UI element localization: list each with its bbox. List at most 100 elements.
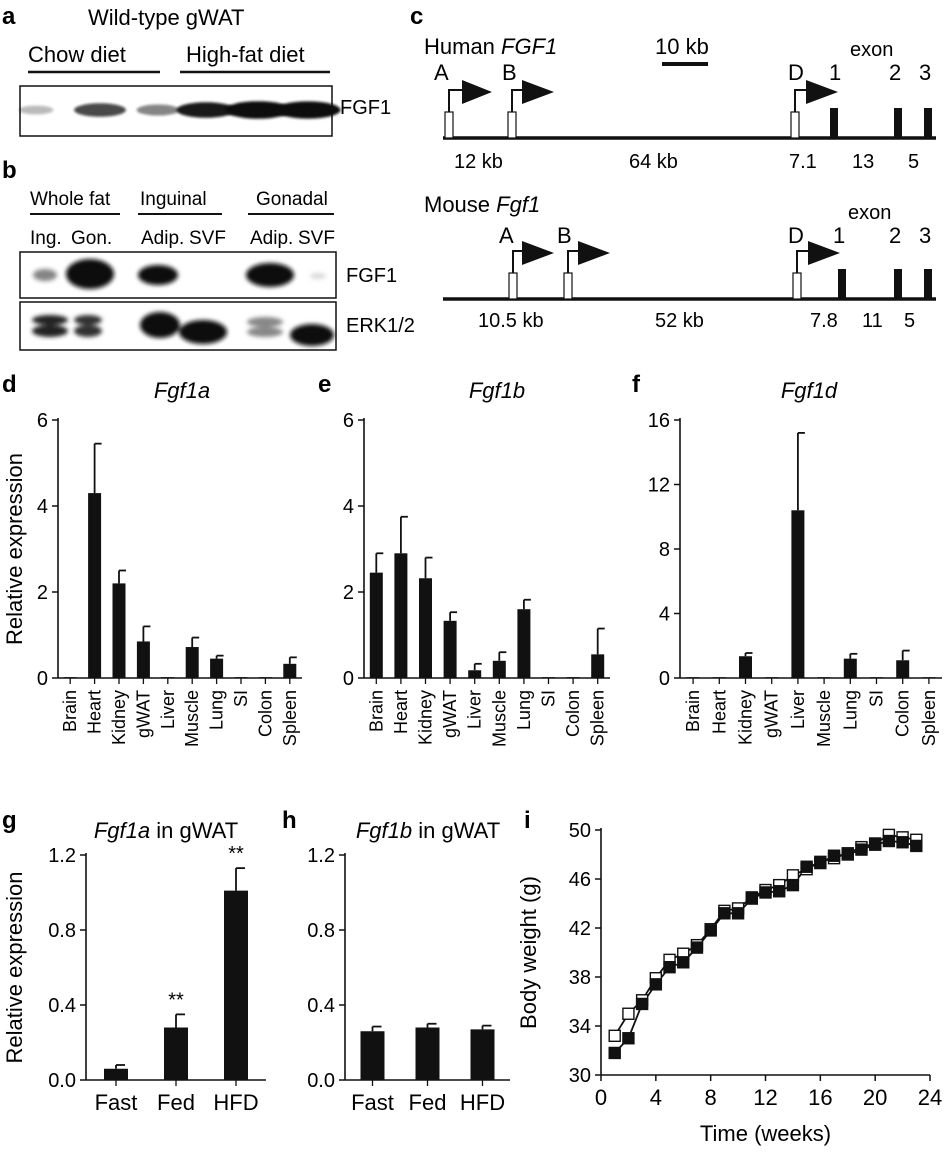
human-distance: 64 kb: [629, 151, 678, 173]
bar: [470, 1029, 495, 1080]
promoter-box: [563, 272, 573, 300]
y-tick-label: 0.8: [307, 920, 335, 942]
fgf1-band: [74, 103, 126, 117]
y-tick-label: 46: [569, 869, 591, 891]
chart-title: Fgf1a: [154, 378, 210, 403]
category-label: Kidney: [109, 690, 129, 745]
category-label: Lung: [840, 690, 860, 730]
bar: [112, 583, 126, 678]
y-axis-label: Relative expression: [2, 453, 27, 645]
category-label: Heart: [709, 690, 729, 734]
lane-label: Ing.: [30, 228, 62, 249]
y-tick-label: 6: [37, 410, 48, 432]
x-tick-label: 20: [863, 1085, 887, 1110]
data-point-filled: [910, 839, 923, 853]
bar: [922, 677, 936, 678]
bar: [817, 677, 831, 678]
chart-title: Fgf1b: [469, 378, 525, 403]
bar: [468, 670, 482, 678]
category-label: Spleen: [588, 690, 608, 746]
x-axis-label: Time (weeks): [700, 1121, 831, 1146]
category-label: Muscle: [182, 690, 202, 747]
promoter-letter-d: D: [788, 60, 804, 85]
panel-a-title: Wild-type gWAT: [88, 5, 244, 30]
bar: [161, 677, 175, 678]
data-point-filled: [896, 836, 909, 849]
data-point-filled: [800, 860, 813, 873]
category-label: gWAT: [440, 690, 460, 738]
chart-title-gene: Fgf1a: [94, 818, 150, 843]
mouse-distance: 7.8: [810, 310, 838, 332]
promoter-arrow-stem: [448, 89, 462, 112]
category-label: Fast: [351, 1090, 394, 1115]
data-point-filled: [608, 1046, 621, 1060]
human-distance: 5: [908, 151, 919, 173]
category-label: Fast: [95, 1090, 138, 1115]
y-tick-label: 16: [648, 410, 670, 432]
scale-bar-label: 10 kb: [655, 34, 709, 59]
human-distance: 7.1: [789, 151, 817, 173]
panel-letter-g: g: [2, 807, 17, 834]
mouse-promoter-d: D: [788, 223, 840, 300]
data-point-filled: [704, 924, 717, 937]
category-label: Colon: [893, 690, 913, 737]
category-label: Colon: [563, 690, 583, 737]
fgf1-band: [18, 105, 54, 115]
category-label: gWAT: [133, 690, 153, 738]
bar: [791, 510, 805, 678]
y-tick-label: 50: [569, 820, 591, 842]
band: [32, 315, 68, 325]
category-label: HFD: [213, 1090, 258, 1115]
category-label: Brain: [366, 690, 386, 732]
bar: [63, 677, 77, 678]
band: [247, 317, 283, 327]
promoter-letter-b: B: [557, 223, 572, 248]
bar: [224, 890, 248, 1080]
promoter-arrow-stem: [794, 89, 806, 112]
human-distance: 12 kb: [454, 151, 503, 173]
human-exon-word: exon: [850, 39, 893, 61]
mouse-distance: 52 kb: [655, 310, 704, 332]
data-point-filled: [773, 885, 786, 898]
band: [140, 312, 180, 338]
promoter-arrow-stem: [511, 89, 522, 112]
human-exon-1: [830, 108, 838, 138]
category-label: Liver: [465, 690, 485, 729]
category-label: Lung: [207, 690, 227, 730]
promoter-box: [790, 111, 800, 139]
band: [247, 327, 283, 337]
human-exon-number: 2: [889, 60, 901, 85]
blot-a-bands: [18, 101, 341, 119]
panel-letter-i: i: [524, 807, 531, 834]
bar: [360, 1031, 385, 1080]
blot-b-fgf1-bands: [33, 259, 326, 289]
chart-fgf1b-gwat: 0.0 0.4 0.8 1.2 Fast Fed HFD Fgf1b in gWAT: [307, 818, 510, 1115]
data-point-filled: [882, 834, 896, 848]
bar: [283, 663, 297, 678]
significance-mark: **: [168, 989, 184, 1011]
mouse-exon-number: 2: [889, 223, 901, 248]
chart-body-weight: 30 34 38 42 46 50 0 4 8 12 16 20 24 Time (weeks) Body …: [516, 820, 942, 1146]
promoter-letter-a: A: [434, 60, 449, 85]
y-axis-label: Relative expression: [2, 872, 27, 1064]
x-tick-label: 8: [705, 1085, 717, 1110]
x-tick-label: 12: [753, 1085, 777, 1110]
human-promoter-a: A: [434, 60, 492, 139]
bar: [210, 658, 224, 678]
data-point-filled: [868, 838, 882, 851]
lane-label: Adip.: [250, 228, 293, 249]
promoter-arrow-stem: [796, 250, 808, 273]
blot-b-erk-bands: [32, 312, 334, 346]
category-label: Muscle: [489, 690, 509, 747]
bar: [164, 1027, 188, 1080]
blot-a-label: FGF1: [340, 97, 391, 119]
y-tick-label: 42: [569, 918, 591, 940]
mouse-title-gene: Fgf1: [496, 192, 540, 217]
chart-fgf1d-tissues: 0 4 8 12 16 Brain Heart Kidney gWAT Liver Muscle Lu…: [648, 378, 942, 747]
lane-label: Adip.: [141, 228, 184, 249]
panel-a: a Wild-type gWAT Chow diet High-fat diet…: [2, 3, 391, 137]
lane-label: SVF: [189, 228, 226, 249]
category-label: SI: [539, 690, 559, 707]
group-gonadal: Gonadal: [256, 189, 328, 210]
